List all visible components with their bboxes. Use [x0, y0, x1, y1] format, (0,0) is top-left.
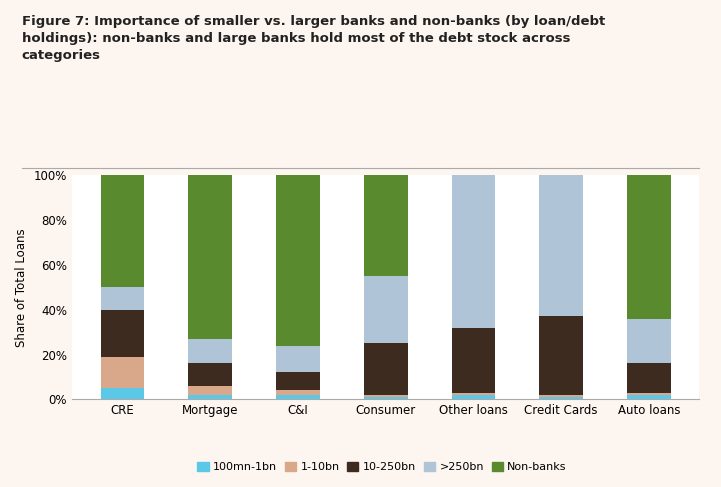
- Bar: [364, 175, 407, 276]
- Bar: [276, 391, 320, 395]
- Bar: [276, 395, 320, 399]
- Bar: [276, 346, 320, 373]
- Bar: [101, 175, 144, 287]
- Text: Figure 7: Importance of smaller vs. larger banks and non-banks (by loan/debt
hol: Figure 7: Importance of smaller vs. larg…: [22, 15, 605, 62]
- Bar: [451, 395, 495, 399]
- Bar: [101, 388, 144, 399]
- Bar: [364, 343, 407, 395]
- Bar: [539, 397, 583, 399]
- Bar: [276, 175, 320, 346]
- Bar: [364, 395, 407, 397]
- Bar: [539, 395, 583, 397]
- Legend: 100mn-1bn, 1-10bn, 10-250bn, >250bn, Non-banks: 100mn-1bn, 1-10bn, 10-250bn, >250bn, Non…: [193, 457, 571, 477]
- Bar: [627, 318, 671, 363]
- Bar: [539, 317, 583, 395]
- Bar: [188, 386, 232, 395]
- Bar: [451, 175, 495, 328]
- Bar: [188, 175, 232, 339]
- Bar: [364, 276, 407, 343]
- Bar: [451, 393, 495, 395]
- Bar: [188, 363, 232, 386]
- Bar: [188, 395, 232, 399]
- Bar: [188, 339, 232, 363]
- Bar: [276, 373, 320, 391]
- Y-axis label: Share of Total Loans: Share of Total Loans: [15, 228, 28, 347]
- Bar: [101, 357, 144, 388]
- Bar: [627, 393, 671, 395]
- Bar: [364, 397, 407, 399]
- Bar: [539, 175, 583, 317]
- Bar: [627, 363, 671, 393]
- Bar: [101, 287, 144, 310]
- Bar: [627, 175, 671, 318]
- Bar: [101, 310, 144, 357]
- Bar: [627, 395, 671, 399]
- Bar: [451, 328, 495, 393]
